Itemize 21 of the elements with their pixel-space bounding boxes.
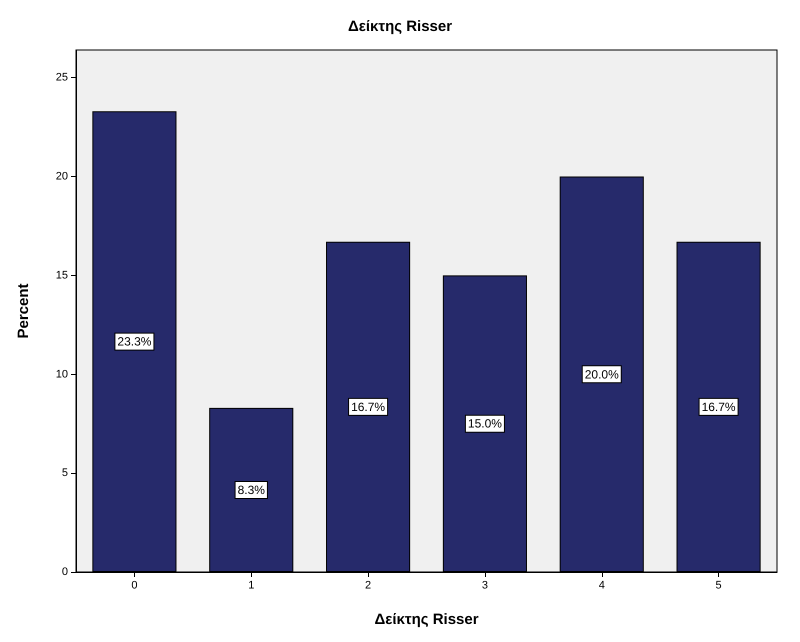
y-tick-label: 20 <box>56 170 68 183</box>
x-tick-label: 5 <box>716 580 722 592</box>
x-tick-label: 3 <box>482 580 488 592</box>
data-label: 16.7% <box>702 400 736 414</box>
x-tick-label: 1 <box>248 580 254 592</box>
y-tick-label: 0 <box>62 566 68 578</box>
data-label: 15.0% <box>468 416 502 431</box>
data-label: 8.3% <box>238 482 266 497</box>
y-tick-label: 15 <box>56 269 68 282</box>
data-label: 23.3% <box>117 334 152 349</box>
x-tick-label: 0 <box>131 580 138 592</box>
y-axis-title: Percent <box>15 283 32 339</box>
y-tick-label: 25 <box>56 72 68 84</box>
chart-title: Δείκτης Risser <box>348 18 452 35</box>
data-label: 20.0% <box>584 367 620 382</box>
y-tick-label: 5 <box>62 467 68 480</box>
y-tick-label: 10 <box>56 368 68 380</box>
x-tick-label: 4 <box>598 580 605 592</box>
data-label: 16.7% <box>351 400 386 414</box>
x-tick-label: 2 <box>365 580 372 592</box>
x-axis-title: Δείκτης Risser <box>374 611 479 628</box>
